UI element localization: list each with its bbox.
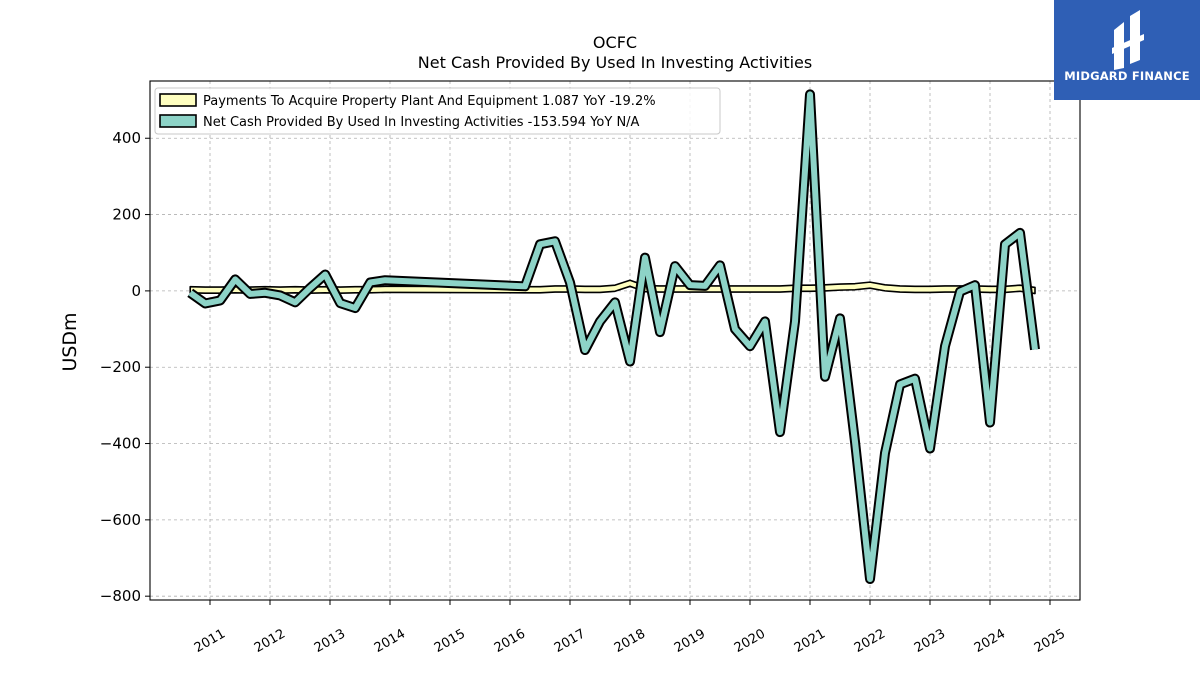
x-tick-label: 2017: [552, 626, 588, 656]
y-tick-label: −400: [100, 435, 141, 453]
legend: Payments To Acquire Property Plant And E…: [154, 87, 721, 135]
y-tick-label: −600: [100, 511, 141, 529]
y-tick-label: 0: [131, 282, 141, 300]
brand-name: MIDGARD FINANCE: [1064, 69, 1190, 83]
brand-logo: MIDGARD FINANCE: [1054, 0, 1200, 100]
x-tick-label: 2014: [372, 626, 408, 656]
plot-frame: [149, 80, 1081, 601]
chart-title: OCFC: [593, 33, 637, 52]
x-tick-label: 2020: [732, 626, 768, 656]
x-tick-label: 2019: [672, 626, 708, 656]
grid: [150, 81, 1080, 600]
series-investing-line: [188, 91, 1038, 583]
legend-label-investing: Net Cash Provided By Used In Investing A…: [203, 115, 640, 130]
x-tick-label: 2012: [252, 626, 288, 656]
series-layer: [187, 89, 1040, 585]
series-investing-outline: [187, 89, 1040, 585]
x-tick-label: 2025: [1032, 626, 1068, 656]
x-tick-label: 2024: [972, 626, 1008, 656]
x-tick-label: 2011: [192, 626, 228, 656]
y-tick-label: −800: [100, 587, 141, 605]
midgard-logo-icon: [1112, 10, 1144, 70]
x-tick-label: 2013: [312, 626, 348, 656]
y-axis-label: USDm: [59, 312, 81, 371]
x-tick-label: 2015: [432, 626, 468, 656]
x-tick-label: 2016: [492, 626, 528, 656]
legend-swatch-investing: [159, 114, 197, 128]
legend-label-capex: Payments To Acquire Property Plant And E…: [203, 94, 656, 109]
y-tick-label: 200: [112, 206, 141, 224]
x-tick-label: 2021: [792, 626, 828, 656]
x-tick-label: 2018: [612, 626, 648, 656]
legend-frame: [154, 87, 721, 135]
chart-subtitle: Net Cash Provided By Used In Investing A…: [418, 53, 812, 72]
x-tick-label: 2022: [852, 626, 888, 656]
legend-swatch-capex: [159, 93, 197, 107]
y-tick-label: 400: [112, 129, 141, 147]
y-tick-label: −200: [100, 358, 141, 376]
x-tick-label: 2023: [912, 626, 948, 656]
